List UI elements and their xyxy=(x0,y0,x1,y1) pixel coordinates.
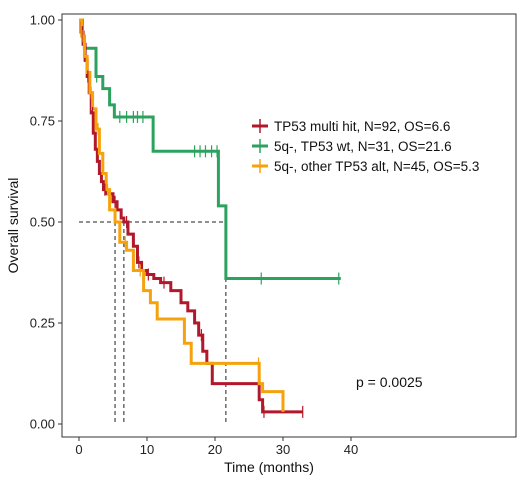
x-tick-label: 40 xyxy=(344,442,358,457)
y-tick-label: 0.00 xyxy=(30,417,55,432)
y-tick-label: 0.25 xyxy=(30,316,55,331)
x-axis-title: Time (months) xyxy=(224,459,314,475)
legend-label: 5q-, TP53 wt, N=31, OS=21.6 xyxy=(274,139,452,154)
plot-panel xyxy=(61,13,517,438)
y-tick-label: 0.50 xyxy=(30,215,55,230)
x-tick-label: 0 xyxy=(75,442,82,457)
p-value-annotation: p = 0.0025 xyxy=(356,374,423,390)
survival-curve-2 xyxy=(79,18,285,412)
y-axis-title: Overall survival xyxy=(5,178,21,274)
legend: TP53 multi hit, N=92, OS=6.6 5q-, TP53 wt… xyxy=(252,119,479,174)
y-axis: 0.00 0.25 0.50 0.75 1.00 xyxy=(30,13,62,432)
legend-label: 5q-, other TP53 alt, N=45, OS=5.3 xyxy=(274,159,479,174)
series-group xyxy=(79,18,341,424)
y-tick-label: 0.75 xyxy=(30,114,55,129)
x-tick-label: 30 xyxy=(276,442,290,457)
x-axis: 0 10 20 30 40 xyxy=(75,437,358,457)
x-tick-label: 10 xyxy=(140,442,154,457)
y-tick-label: 1.00 xyxy=(30,13,55,28)
x-tick-label: 20 xyxy=(208,442,222,457)
legend-label: TP53 multi hit, N=92, OS=6.6 xyxy=(274,119,450,134)
panel-border xyxy=(61,13,517,438)
